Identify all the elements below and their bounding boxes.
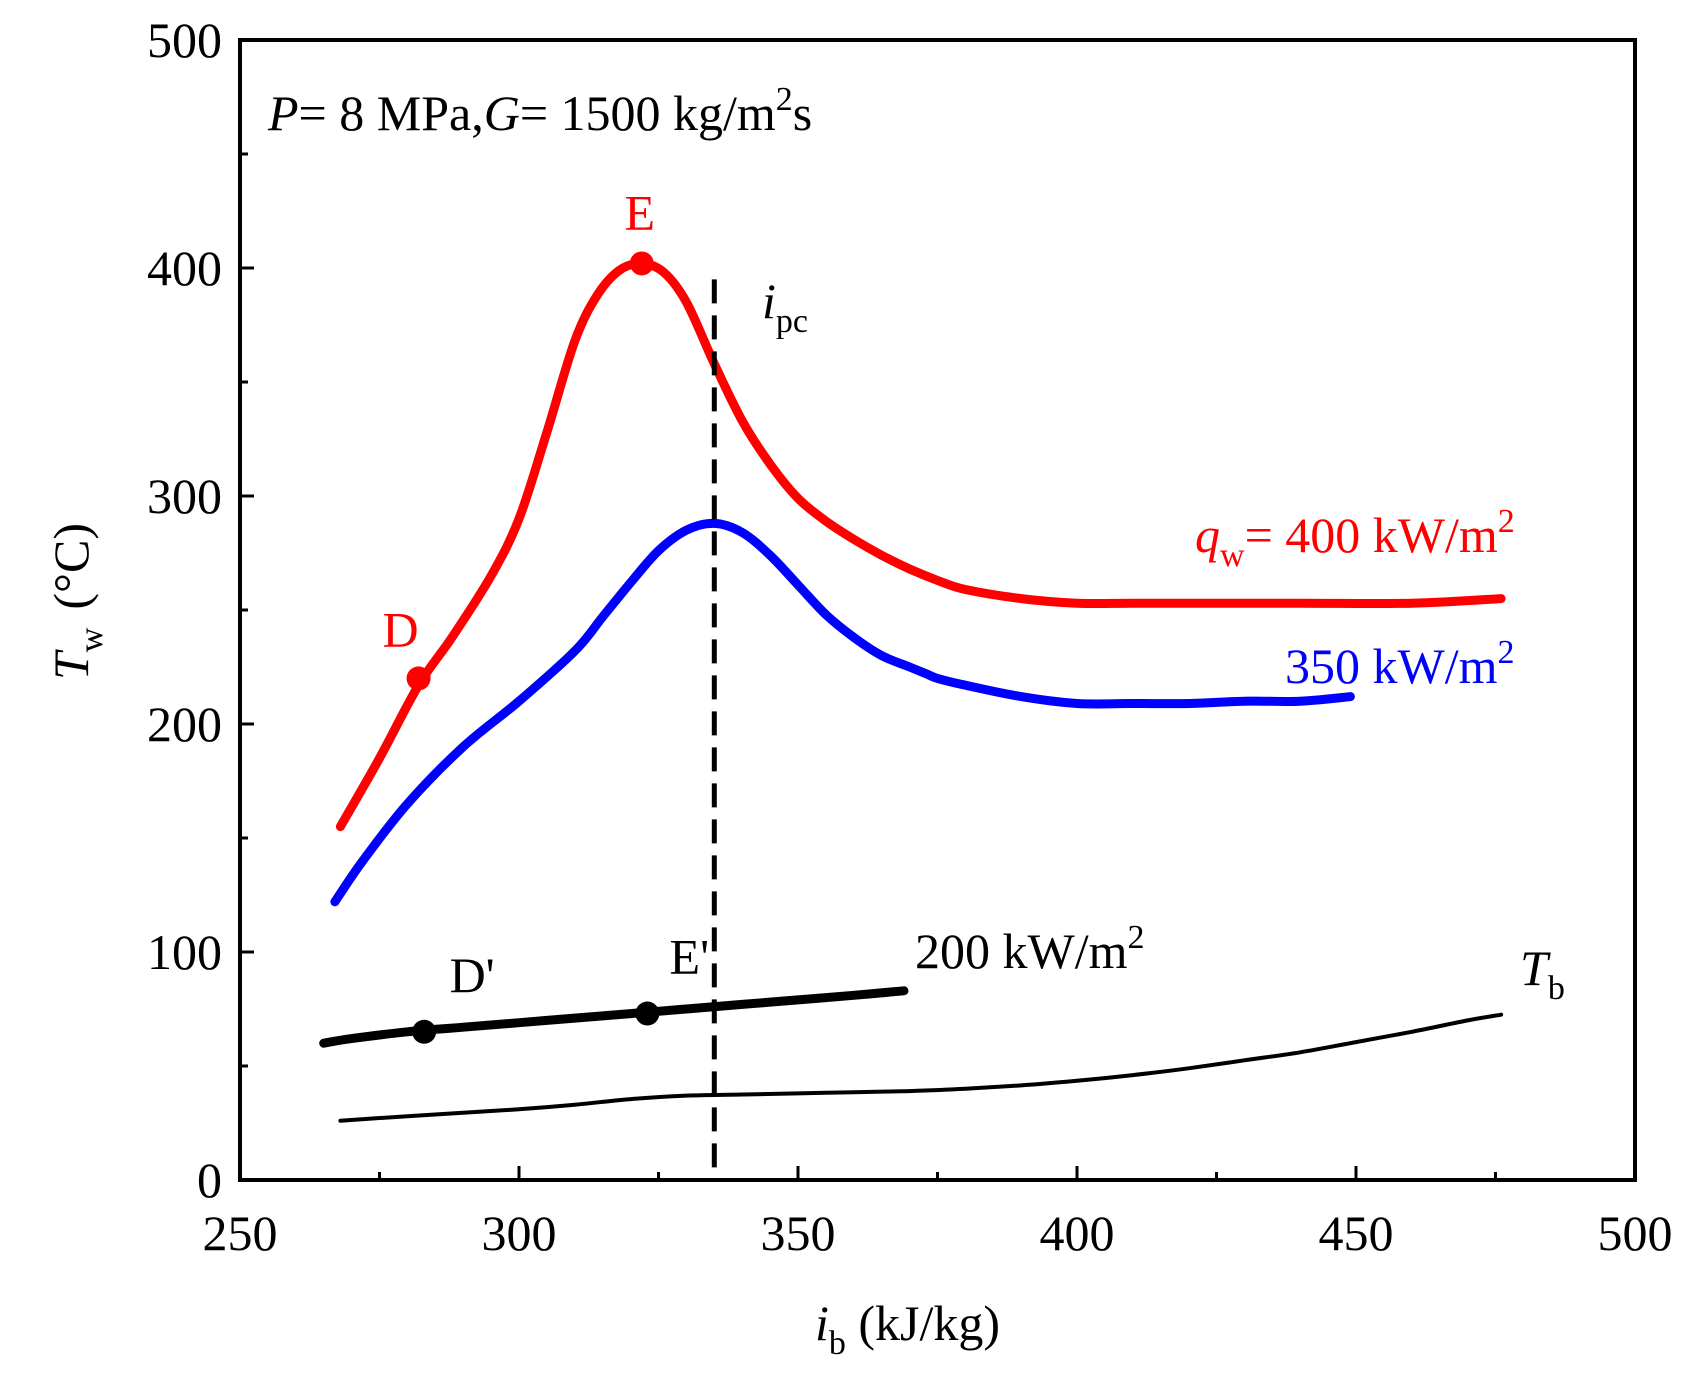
x-tick-label: 300 <box>482 1205 557 1261</box>
series-label-350: 350 kW/m2 <box>1285 634 1514 694</box>
point-label: D <box>383 601 419 657</box>
x-tick-label: 350 <box>761 1205 836 1261</box>
y-axis-title: Tw(°C) <box>43 523 110 680</box>
point-label: D' <box>450 947 495 1003</box>
series-line-200 <box>319 986 909 1048</box>
y-tick-label: 0 <box>197 1152 222 1208</box>
x-tick-label: 250 <box>203 1205 278 1261</box>
x-tick-label: 400 <box>1040 1205 1115 1261</box>
point-marker <box>406 666 431 691</box>
series-label-200: 200 kW/m2 <box>915 919 1144 979</box>
point-marker <box>629 251 654 276</box>
point-label: E <box>624 184 655 240</box>
y-tick-label: 300 <box>147 468 222 524</box>
series-line-400 <box>335 258 1506 832</box>
condition-label: P= 8 MPa,G= 1500 kg/m2s <box>267 81 812 141</box>
tick-labels: 250 300 350 400 450 500 0 100 200 300 400 500 <box>147 12 1673 1261</box>
series-line-tb <box>338 1012 1504 1123</box>
y-tick-label: 200 <box>147 696 222 752</box>
series-layer <box>319 258 1506 1123</box>
series-label-tb: Tb <box>1520 940 1565 1007</box>
x-tick-label: 450 <box>1319 1205 1394 1261</box>
series-label-400: qw= 400 kW/m2 <box>1195 503 1515 574</box>
y-tick-label: 400 <box>147 240 222 296</box>
series-line-350 <box>330 518 1355 907</box>
x-tick-label: 500 <box>1598 1205 1673 1261</box>
y-tick-label: 100 <box>147 924 222 980</box>
vline-label: ipc <box>762 273 808 340</box>
y-tick-label: 500 <box>147 12 222 68</box>
axis-ticks <box>238 38 1637 1182</box>
point-label: E' <box>670 929 710 985</box>
x-axis-title: ib (kJ/kg) <box>815 1295 1000 1362</box>
point-marker <box>635 1001 660 1026</box>
points-layer: D E D' E' <box>383 184 710 1044</box>
point-marker <box>412 1019 437 1044</box>
plot-frame <box>238 38 1637 1182</box>
